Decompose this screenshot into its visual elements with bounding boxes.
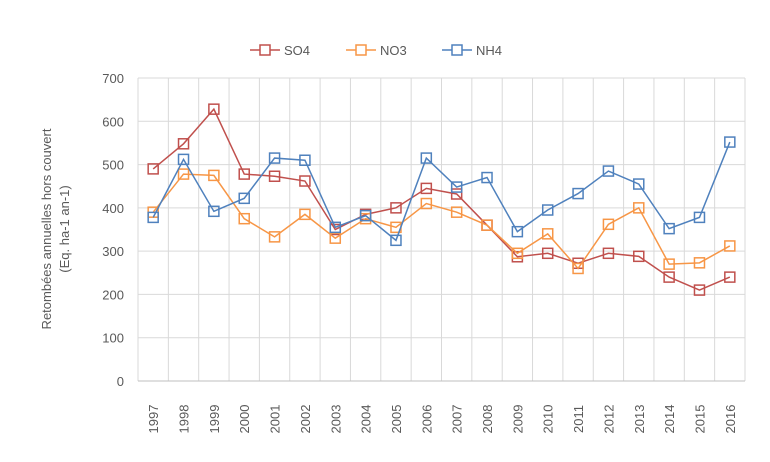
data-point-so4 <box>147 163 159 175</box>
data-point-no3 <box>481 219 493 231</box>
x-tick-label: 1997 <box>146 405 161 434</box>
y-tick-labels: 0 100 200 300 400 500 600 700 <box>102 71 124 389</box>
data-point-nh4 <box>329 221 342 234</box>
x-tick-label: 2016 <box>723 405 738 434</box>
x-tick-label: 2013 <box>632 405 647 434</box>
x-tick-label: 2012 <box>601 405 616 434</box>
x-tick-label: 2011 <box>571 405 586 433</box>
data-point-no3 <box>693 257 706 269</box>
x-tick-label: 2010 <box>541 405 556 434</box>
data-point-no3 <box>329 232 342 244</box>
x-tick-label: 2001 <box>268 405 283 434</box>
data-point-so4 <box>450 188 463 200</box>
x-tick-labels: 1997 1998 1999 2000 2001 2002 2003 2004 2005 2006… <box>146 405 738 434</box>
data-point-so4 <box>724 271 736 283</box>
x-tick-label: 2006 <box>419 405 434 434</box>
y-tick-label: 100 <box>102 331 124 346</box>
legend-marker <box>259 44 271 56</box>
x-tick-label: 2008 <box>480 405 495 434</box>
data-point-no3 <box>541 228 554 240</box>
data-point-no3 <box>572 262 584 275</box>
data-point-nh4 <box>238 192 250 205</box>
legend-label: SO4 <box>284 43 310 58</box>
legend: SO4 NO3 NH4 <box>250 43 502 58</box>
x-tick-label: 2003 <box>328 405 343 434</box>
x-tick-label: 2009 <box>510 405 525 434</box>
data-point-nh4 <box>541 204 554 216</box>
series-lines <box>147 103 736 296</box>
data-point-nh4 <box>299 154 311 166</box>
data-point-nh4 <box>420 152 433 164</box>
y-tick-label: 400 <box>102 201 124 216</box>
data-point-nh4 <box>724 136 736 148</box>
y-tick-label: 700 <box>102 71 124 86</box>
data-point-so4 <box>541 247 554 260</box>
data-point-no3 <box>238 212 250 225</box>
x-tick-label: 1998 <box>177 405 192 434</box>
x-tick-label: 2002 <box>298 405 313 434</box>
data-point-nh4 <box>633 178 645 190</box>
data-point-nh4 <box>359 209 372 222</box>
data-point-no3 <box>420 197 433 210</box>
gridlines <box>137 77 746 382</box>
y-tick-label: 0 <box>117 374 124 389</box>
data-point-nh4 <box>450 181 463 193</box>
legend-label: NH4 <box>476 43 502 58</box>
data-point-so4 <box>663 271 675 283</box>
data-point-nh4 <box>177 153 190 166</box>
data-point-so4 <box>602 247 615 260</box>
x-tick-label: 2004 <box>359 405 374 434</box>
x-tick-label: 1999 <box>207 405 222 434</box>
data-point-so4 <box>177 138 190 150</box>
y-axis-label-line2: (Eq. ha-1 an-1) <box>57 185 72 272</box>
data-point-so4 <box>633 250 645 263</box>
data-point-no3 <box>633 202 645 214</box>
data-point-nh4 <box>693 211 706 224</box>
x-tick-label: 2014 <box>662 405 677 434</box>
y-tick-label: 600 <box>102 114 124 129</box>
legend-label: NO3 <box>380 43 407 58</box>
legend-marker <box>355 44 367 56</box>
data-point-nh4 <box>390 234 402 247</box>
data-point-so4 <box>208 103 220 115</box>
data-point-so4 <box>238 168 250 180</box>
data-point-so4 <box>268 170 281 183</box>
data-point-nh4 <box>147 211 159 224</box>
data-point-no3 <box>299 208 311 221</box>
data-point-so4 <box>299 175 311 187</box>
data-point-no3 <box>450 206 463 218</box>
data-point-no3 <box>663 258 675 270</box>
legend-marker <box>451 44 463 56</box>
y-tick-label: 200 <box>102 287 124 302</box>
data-point-nh4 <box>208 205 220 218</box>
data-point-so4 <box>693 284 706 296</box>
data-point-nh4 <box>268 152 281 164</box>
data-point-nh4 <box>663 222 675 235</box>
y-tick-label: 500 <box>102 158 124 173</box>
data-point-nh4 <box>481 171 493 184</box>
data-point-so4 <box>390 202 402 214</box>
data-point-nh4 <box>602 165 615 177</box>
data-point-nh4 <box>511 225 524 238</box>
data-point-no3 <box>208 169 220 182</box>
x-tick-label: 2015 <box>692 405 707 434</box>
data-point-no3 <box>511 247 524 260</box>
x-tick-label: 2000 <box>237 405 252 434</box>
data-point-nh4 <box>572 187 584 200</box>
x-tick-label: 2007 <box>450 405 465 434</box>
y-axis-label-line1: Retombées annuelles hors couvert <box>39 128 54 329</box>
data-point-no3 <box>177 168 190 180</box>
data-point-so4 <box>420 182 433 195</box>
data-point-no3 <box>268 231 281 243</box>
x-tick-label: 2005 <box>389 405 404 434</box>
y-tick-label: 300 <box>102 244 124 259</box>
data-point-no3 <box>602 218 615 231</box>
data-point-no3 <box>724 240 736 252</box>
